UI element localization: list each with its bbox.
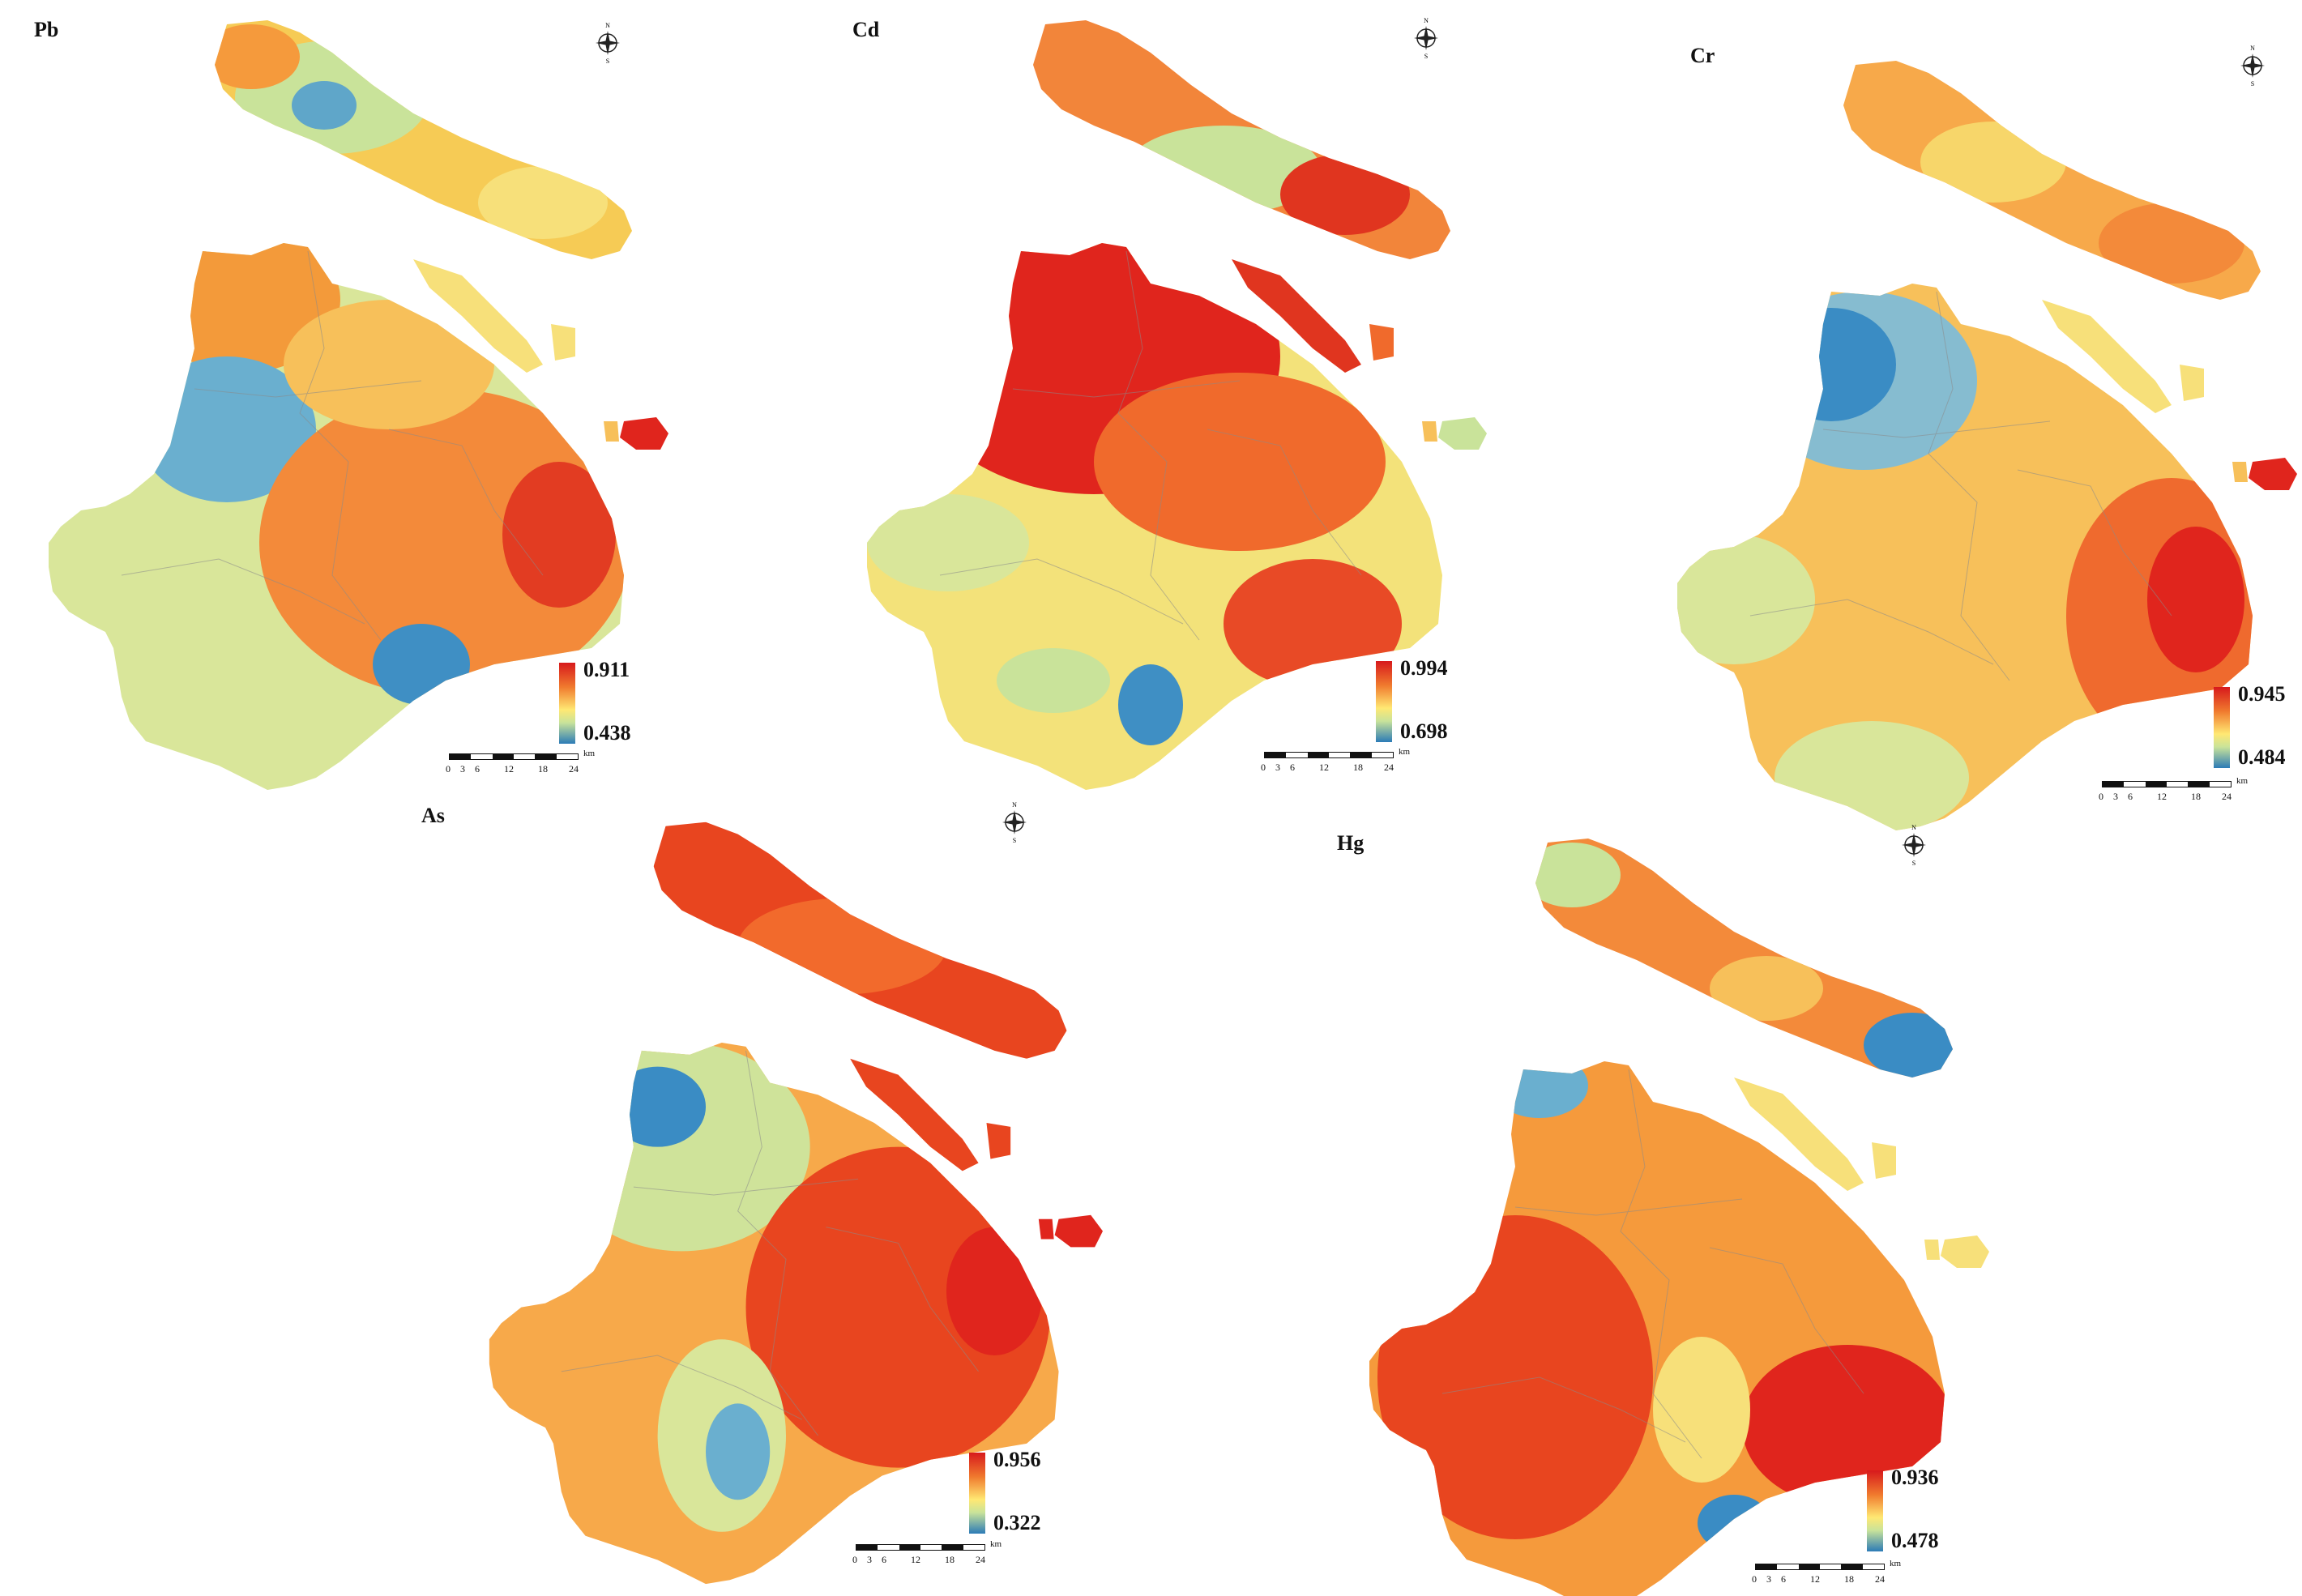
scale-tick: 24 xyxy=(976,1554,985,1565)
scale-tick: 24 xyxy=(1875,1573,1885,1585)
scale-tick: 6 xyxy=(2128,791,2133,802)
scale-tick: 24 xyxy=(1384,762,1394,773)
legend-color-ramp xyxy=(2214,687,2230,768)
scale-unit: km xyxy=(2236,776,2249,786)
scale-bar-hg: km 0 3 6 12 18 24 xyxy=(1752,1559,1902,1588)
scale-tick: 6 xyxy=(1290,762,1295,773)
panel-title-cr: Cr xyxy=(1690,44,1715,67)
compass-s: S xyxy=(606,58,609,65)
scale-tick: 6 xyxy=(1781,1573,1786,1585)
compass-s: S xyxy=(1912,860,1915,867)
scale-tick: 24 xyxy=(569,763,579,775)
compass-rose-icon: N S xyxy=(1898,823,1930,867)
legend-color-ramp xyxy=(559,663,575,744)
panel-title-as: As xyxy=(421,804,445,827)
scale-unit: km xyxy=(1890,1559,1902,1568)
scale-tick: 6 xyxy=(882,1554,886,1565)
scale-tick: 12 xyxy=(1319,762,1329,773)
scale-tick: 18 xyxy=(945,1554,955,1565)
map-as xyxy=(489,821,1104,1585)
panel-pb: Pb xyxy=(0,0,729,790)
legend-pb: 0.911 0.438 xyxy=(559,658,689,745)
scale-tick: 24 xyxy=(2222,791,2232,802)
legend-as: 0.956 0.322 xyxy=(969,1448,1099,1534)
compass-rose-icon: N S xyxy=(998,800,1031,844)
legend-max-as: 0.956 xyxy=(993,1448,1041,1471)
compass-n: N xyxy=(1424,17,1429,24)
panel-cr: Cr xyxy=(1572,0,2302,830)
compass-n: N xyxy=(1012,801,1017,809)
compass-n: N xyxy=(2250,45,2255,52)
scale-tick: 3 xyxy=(1275,762,1280,773)
scale-bar-cr: km 0 3 6 12 18 24 xyxy=(2099,776,2249,805)
scale-tick: 0 xyxy=(2099,791,2103,802)
scale-tick: 18 xyxy=(2191,791,2201,802)
legend-max-pb: 0.911 xyxy=(583,658,630,681)
panel-hg: Hg xyxy=(1313,818,2042,1596)
legend-color-ramp xyxy=(1376,661,1392,742)
compass-s: S xyxy=(1013,837,1016,844)
scale-bar-pb: km 0 3 6 12 18 24 xyxy=(446,749,596,778)
scale-unit: km xyxy=(990,1539,1002,1549)
map-hg xyxy=(1369,839,1989,1596)
scale-tick: 12 xyxy=(504,763,514,775)
legend-cr: 0.945 0.484 xyxy=(2214,682,2302,769)
scale-tick: 0 xyxy=(1261,762,1266,773)
legend-min-cd: 0.698 xyxy=(1400,719,1448,743)
legend-min-pb: 0.438 xyxy=(583,721,631,745)
scale-tick: 18 xyxy=(538,763,548,775)
scale-tick: 3 xyxy=(2113,791,2118,802)
legend-cd: 0.994 0.698 xyxy=(1376,656,1505,743)
scale-tick: 0 xyxy=(446,763,451,775)
map-cr xyxy=(1677,61,2297,830)
compass-n: N xyxy=(1911,824,1916,831)
legend-hg: 0.936 0.478 xyxy=(1867,1466,1997,1552)
scale-bar-cd: km 0 3 6 12 18 24 xyxy=(1261,747,1411,776)
scale-tick: 18 xyxy=(1844,1573,1854,1585)
legend-max-cr: 0.945 xyxy=(2238,682,2286,706)
compass-rose-icon: N S xyxy=(592,21,624,65)
compass-rose-icon: N S xyxy=(2236,44,2269,87)
panel-title-hg: Hg xyxy=(1337,831,1365,855)
scale-tick: 12 xyxy=(1810,1573,1820,1585)
scale-tick: 12 xyxy=(911,1554,920,1565)
scale-tick: 3 xyxy=(867,1554,872,1565)
panel-cd: Cd xyxy=(818,0,1548,790)
map-pb xyxy=(49,20,668,790)
compass-n: N xyxy=(605,22,610,29)
scale-tick: 3 xyxy=(460,763,465,775)
legend-min-cr: 0.484 xyxy=(2238,745,2286,769)
scale-bar-as: km 0 3 6 12 18 24 xyxy=(852,1539,1002,1568)
panel-as: As xyxy=(421,800,1151,1596)
scale-tick: 6 xyxy=(475,763,480,775)
compass-s: S xyxy=(1424,53,1428,60)
legend-color-ramp xyxy=(969,1453,985,1534)
compass-rose-icon: N S xyxy=(1410,16,1442,60)
legend-max-cd: 0.994 xyxy=(1400,656,1448,680)
compass-s: S xyxy=(2251,80,2254,87)
legend-min-hg: 0.478 xyxy=(1891,1529,1939,1552)
scale-tick: 18 xyxy=(1353,762,1363,773)
scale-tick: 0 xyxy=(1752,1573,1757,1585)
scale-tick: 12 xyxy=(2157,791,2167,802)
legend-max-hg: 0.936 xyxy=(1891,1466,1939,1489)
scale-tick: 3 xyxy=(1766,1573,1771,1585)
scale-unit: km xyxy=(1399,747,1411,757)
panel-title-pb: Pb xyxy=(34,18,59,41)
scale-unit: km xyxy=(583,749,596,758)
panel-title-cd: Cd xyxy=(852,18,880,41)
legend-min-as: 0.322 xyxy=(993,1511,1041,1534)
map-cd xyxy=(867,20,1487,790)
legend-color-ramp xyxy=(1867,1470,1883,1551)
scale-tick: 0 xyxy=(852,1554,857,1565)
